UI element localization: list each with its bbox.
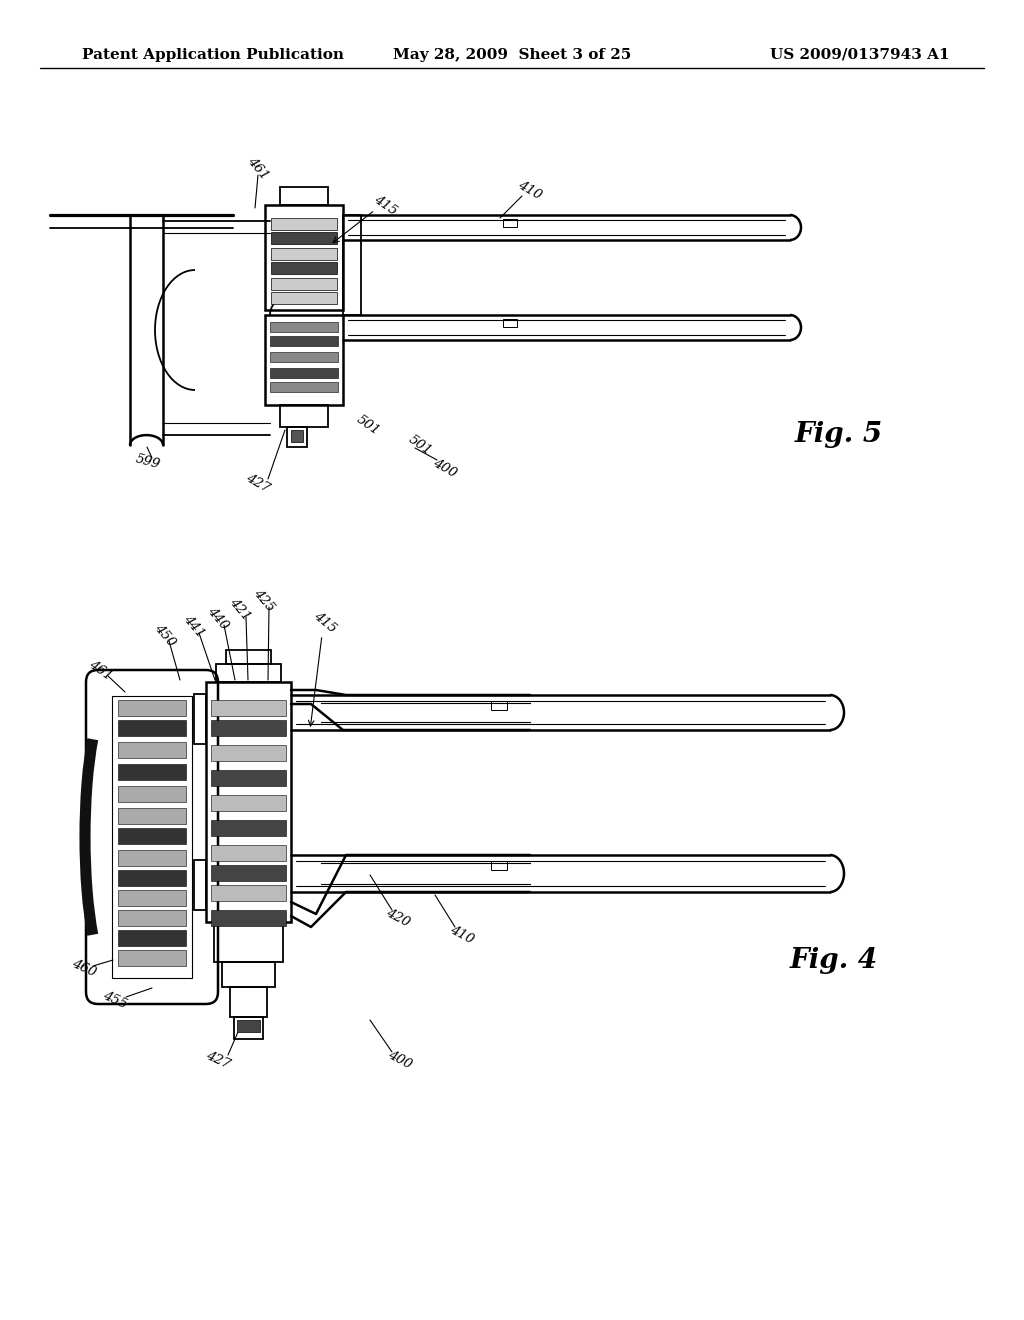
Text: 415: 415: [311, 609, 339, 635]
Bar: [211, 884, 286, 902]
Bar: [265, 315, 343, 405]
Text: May 28, 2009  Sheet 3 of 25: May 28, 2009 Sheet 3 of 25: [393, 48, 631, 62]
Text: 501: 501: [354, 412, 382, 437]
Bar: [118, 890, 186, 906]
Text: Patent Application Publication: Patent Application Publication: [82, 48, 344, 62]
Bar: [118, 931, 186, 946]
Bar: [222, 962, 275, 987]
Bar: [270, 337, 338, 346]
Bar: [211, 845, 286, 861]
Text: 400: 400: [431, 457, 459, 480]
Text: 441: 441: [181, 612, 207, 640]
Text: Fig. 5: Fig. 5: [795, 421, 883, 449]
Text: 427: 427: [204, 1049, 232, 1072]
Text: 427: 427: [244, 471, 272, 495]
Text: 421: 421: [227, 595, 253, 623]
Bar: [118, 700, 186, 715]
Text: 425: 425: [251, 586, 278, 614]
Text: 450: 450: [152, 622, 178, 649]
Bar: [230, 987, 267, 1016]
Bar: [216, 664, 281, 682]
Bar: [206, 682, 291, 921]
Bar: [271, 292, 337, 304]
Bar: [280, 405, 328, 426]
Bar: [211, 865, 286, 880]
Text: 599: 599: [134, 453, 162, 471]
Bar: [270, 368, 338, 378]
Text: 501: 501: [406, 433, 434, 458]
Text: 440: 440: [205, 605, 231, 632]
Bar: [343, 215, 361, 315]
Bar: [118, 785, 186, 803]
Bar: [490, 861, 507, 870]
Bar: [226, 649, 271, 664]
Bar: [271, 279, 337, 290]
Bar: [271, 232, 337, 244]
Bar: [211, 909, 286, 927]
Bar: [211, 795, 286, 810]
Bar: [234, 1016, 263, 1039]
Bar: [118, 828, 186, 843]
Bar: [118, 808, 186, 824]
Bar: [118, 950, 186, 966]
Text: Fig. 4: Fig. 4: [790, 946, 879, 974]
Bar: [280, 187, 328, 205]
Bar: [194, 861, 206, 909]
Bar: [211, 744, 286, 762]
Bar: [490, 701, 507, 710]
Text: 420: 420: [384, 907, 412, 929]
Bar: [503, 319, 517, 327]
Bar: [118, 742, 186, 758]
Text: 455: 455: [101, 989, 129, 1011]
Text: 410: 410: [516, 178, 544, 202]
Bar: [211, 820, 286, 836]
Bar: [118, 870, 186, 886]
Bar: [214, 921, 283, 962]
Bar: [118, 909, 186, 927]
Bar: [118, 850, 186, 866]
Bar: [118, 719, 186, 737]
Bar: [211, 719, 286, 737]
Bar: [271, 248, 337, 260]
Bar: [265, 205, 343, 310]
Bar: [112, 696, 193, 978]
Bar: [291, 430, 303, 442]
Text: 460: 460: [70, 957, 98, 979]
Bar: [271, 261, 337, 275]
Bar: [271, 218, 337, 230]
Text: US 2009/0137943 A1: US 2009/0137943 A1: [770, 48, 950, 62]
Text: 400: 400: [386, 1048, 414, 1072]
Text: 461: 461: [86, 657, 114, 682]
Bar: [503, 219, 517, 227]
Bar: [270, 352, 338, 362]
Text: 410: 410: [447, 924, 476, 946]
Bar: [237, 1020, 260, 1032]
Bar: [287, 426, 307, 447]
Bar: [118, 764, 186, 780]
FancyBboxPatch shape: [86, 671, 218, 1005]
Text: 461: 461: [245, 154, 271, 182]
Text: 415: 415: [371, 193, 399, 218]
Bar: [270, 381, 338, 392]
Bar: [211, 770, 286, 785]
Bar: [270, 322, 338, 333]
Bar: [211, 700, 286, 715]
Bar: [194, 694, 206, 744]
